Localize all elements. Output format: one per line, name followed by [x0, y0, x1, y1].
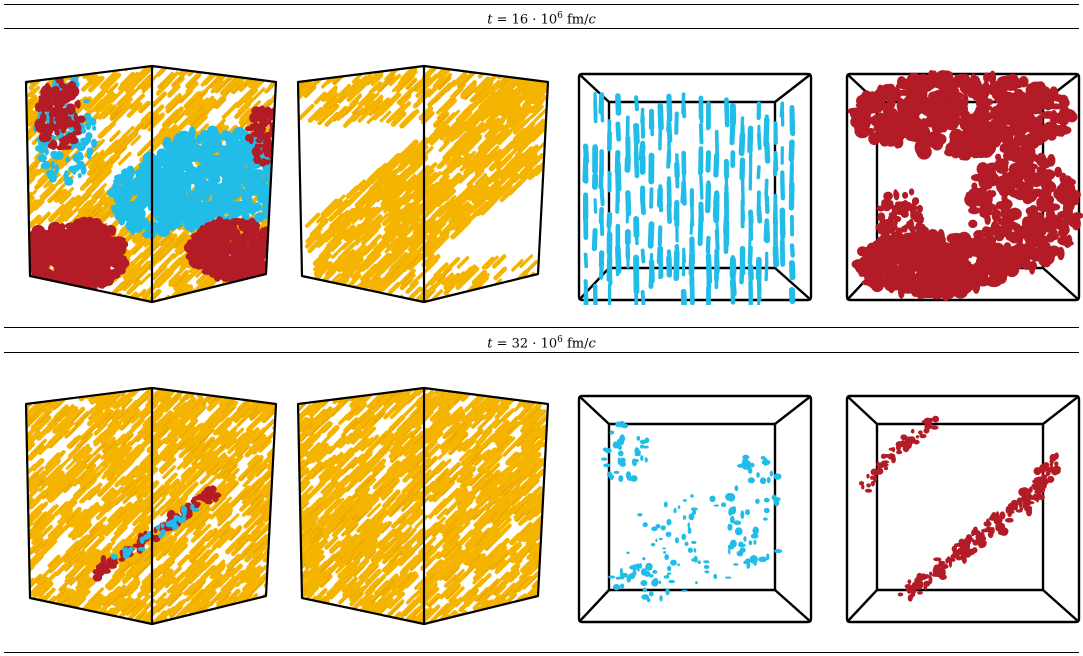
row-separator-top: [4, 327, 1079, 328]
panel-r1-yellow-cube: [296, 64, 550, 304]
table-bottom-rule: [4, 652, 1079, 653]
header-rule-2: [4, 352, 1079, 353]
time-label-row-2: t = 32 · 106 fm/c: [487, 335, 596, 352]
panel-r1-blue-view: [577, 72, 813, 305]
panel-r2-mixed-cube: [24, 386, 278, 626]
panel-r2-yellow-cube: [296, 386, 550, 626]
panel-r1-mixed-cube: [24, 64, 278, 304]
panel-r1-red-view: [845, 70, 1083, 302]
table-top-rule: [4, 4, 1079, 5]
header-rule-1: [4, 28, 1079, 29]
panel-r2-red-view: [845, 394, 1081, 624]
time-label-row-1: t = 16 · 106 fm/c: [487, 11, 596, 28]
panel-r2-blue-view: [577, 394, 813, 624]
